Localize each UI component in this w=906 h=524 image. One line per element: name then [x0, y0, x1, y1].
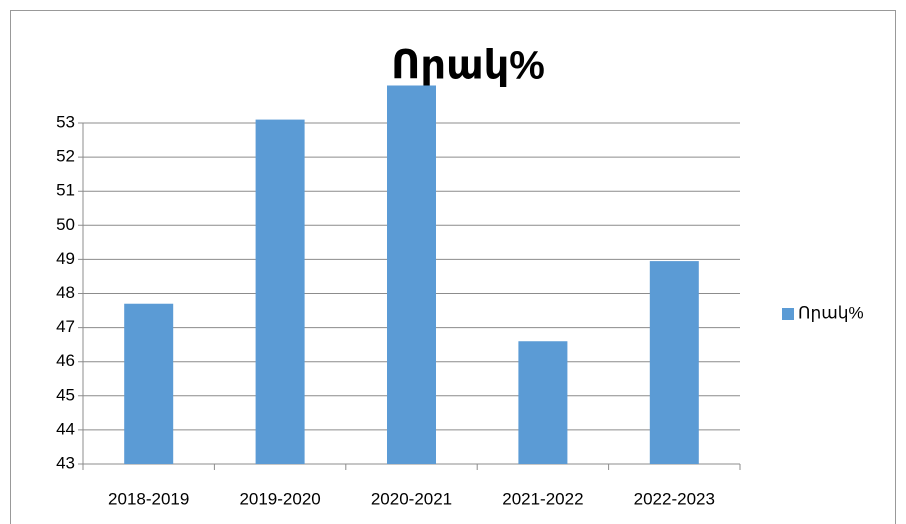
y-tick-label: 48: [56, 283, 75, 302]
bar: [518, 341, 568, 464]
y-tick-label: 51: [56, 181, 75, 200]
legend-swatch: [782, 308, 794, 320]
x-tick-label: 2019-2020: [239, 489, 320, 508]
x-tick-label: 2018-2019: [108, 489, 189, 508]
legend-label: Որակ%: [798, 303, 864, 322]
x-tick-label: 2021-2022: [502, 489, 583, 508]
y-tick-label: 44: [56, 419, 75, 438]
x-tick-label: 2020-2021: [371, 489, 452, 508]
y-tick-label: 46: [56, 351, 75, 370]
x-tick-label: 2022-2023: [634, 489, 715, 508]
bar: [124, 303, 174, 464]
y-tick-label: 43: [56, 453, 75, 472]
bar: [255, 119, 305, 464]
bar: [649, 261, 699, 464]
y-tick-label: 52: [56, 147, 75, 166]
bar: [387, 85, 436, 465]
y-tick-label: 50: [56, 215, 75, 234]
y-tick-label: 53: [56, 112, 75, 131]
y-tick-label: 45: [56, 385, 75, 404]
y-tick-label: 49: [56, 249, 75, 268]
y-tick-label: 47: [56, 317, 75, 336]
chart-title: Որակ%: [391, 44, 545, 88]
